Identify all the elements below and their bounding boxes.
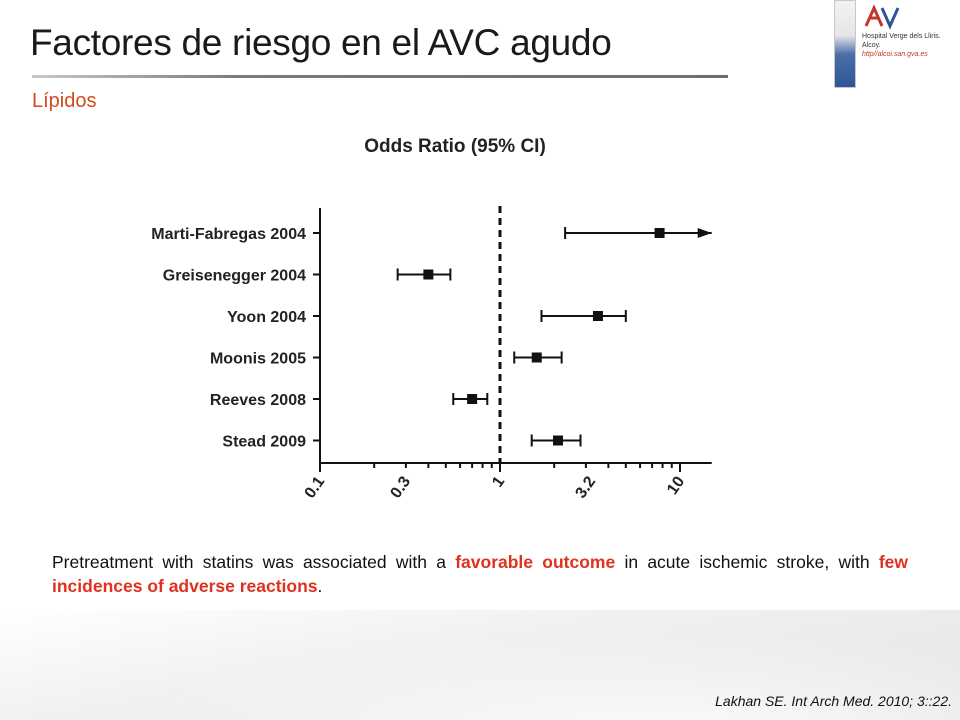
citation: Lakhan SE. Int Arch Med. 2010; 3::22. (715, 693, 952, 709)
point-estimate (552, 435, 563, 446)
caption-highlight: favorable outcome (455, 552, 616, 572)
chart-title: Odds Ratio (95% CI) (364, 136, 546, 157)
point-estimate (592, 311, 603, 321)
point-estimate (423, 269, 434, 280)
study-label: Greisenegger 2004 (163, 268, 306, 285)
x-tick-label: 1 (489, 473, 508, 490)
point-estimate (654, 228, 665, 238)
footer-band (0, 610, 960, 720)
logo-emblem-icon (864, 4, 900, 30)
caption-highlight: few incidences of adverse reactions (52, 552, 908, 596)
logo-line-1: Hospital Verge dels Lliris. (862, 33, 941, 40)
forest-plot: Odds Ratio (95% CI) 0.1 0.3 1 3.2 10 Marti-Fab… (151, 136, 712, 502)
caption: Pretreatment with statins was associated… (52, 550, 908, 598)
caption-text: in acute ischemic stroke, with (615, 552, 879, 572)
slide-title: Factores de riesgo en el AVC agudo (30, 22, 612, 63)
x-tick-label: 0.1 (302, 473, 329, 501)
hospital-logo: Hospital Verge dels Lliris. Alcoy. http/… (834, 0, 960, 90)
slide-subtitle: Lípidos (32, 90, 97, 112)
ci-arrow (697, 228, 712, 238)
caption-text: . (317, 576, 323, 596)
study-label: Stead 2009 (222, 434, 306, 451)
study-label: Marti-Fabregas 2004 (151, 226, 306, 243)
caption-text: Pretreatment with statins was associated… (52, 552, 456, 572)
study-label: Yoon 2004 (227, 309, 306, 326)
x-tick-label: 10 (664, 473, 688, 497)
logo-text: Hospital Verge dels Lliris. Alcoy. http/… (862, 32, 960, 59)
point-estimate (531, 352, 542, 363)
logo-line-2: Alcoy. (862, 42, 881, 49)
logo-banner (834, 0, 856, 88)
x-tick-label: 3.2 (573, 473, 600, 501)
study-label: Reeves 2008 (210, 392, 306, 409)
logo-url[interactable]: http//alcoi.san.gva.es (862, 51, 928, 58)
x-tick-label: 0.3 (387, 473, 414, 501)
title-rule (32, 75, 728, 78)
point-estimate (467, 394, 478, 404)
study-label: Moonis 2005 (210, 351, 306, 368)
